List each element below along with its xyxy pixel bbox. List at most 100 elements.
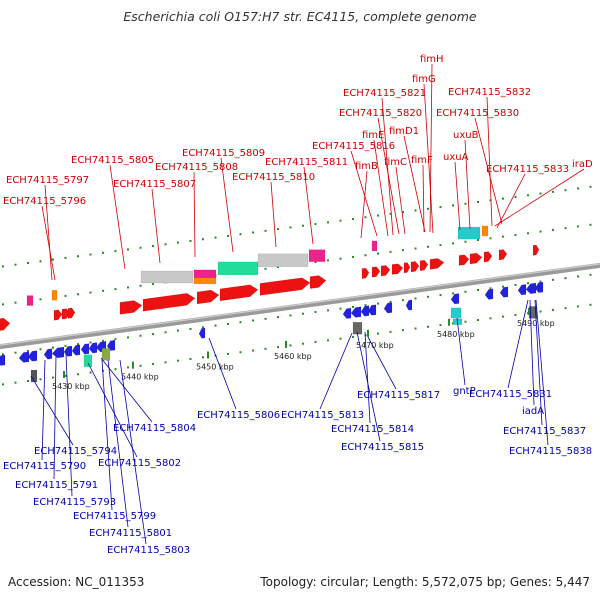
lower-gene-label[interactable]: ECH74115_5837	[503, 426, 586, 437]
reverse-gene[interactable]	[51, 346, 65, 359]
reverse-gene[interactable]	[43, 348, 53, 360]
forward-gene[interactable]	[196, 289, 220, 305]
upper-gene-label[interactable]: fimH	[420, 54, 444, 65]
rna-feature[interactable]	[257, 253, 309, 268]
upper-gene-label[interactable]: fimG	[412, 74, 436, 85]
reverse-gene[interactable]	[534, 281, 544, 293]
forward-gene[interactable]	[67, 307, 76, 319]
upper-gene-label[interactable]: ECH74115_5832	[448, 87, 531, 98]
upper-gene-label[interactable]: ECH74115_5796	[3, 196, 86, 207]
misc-feature[interactable]	[193, 277, 217, 285]
lower-gene-label[interactable]: ECH74115_5794	[34, 446, 117, 457]
reverse-gene[interactable]	[484, 288, 494, 300]
forward-gene[interactable]	[532, 244, 540, 256]
forward-gene[interactable]	[119, 300, 143, 315]
reverse-gene[interactable]	[342, 307, 352, 319]
lower-gene-label[interactable]: ECH74115_5803	[107, 545, 190, 556]
forward-gene[interactable]	[0, 317, 11, 331]
lower-gene-label[interactable]: ECH74115_5814	[331, 424, 414, 435]
misc-feature[interactable]	[83, 354, 93, 367]
upper-gene-label[interactable]: ECH74115_5808	[155, 162, 238, 173]
reverse-gene[interactable]	[499, 286, 509, 298]
misc-feature[interactable]	[450, 307, 462, 319]
reverse-gene[interactable]	[198, 327, 206, 339]
lower-gene-label[interactable]: ECH74115_5838	[509, 446, 592, 457]
lower-gene-label[interactable]: ECH74115_5802	[98, 458, 181, 469]
misc-feature[interactable]	[101, 348, 111, 361]
lower-gene-label[interactable]: ECH74115_5817	[357, 390, 440, 401]
forward-gene[interactable]	[309, 275, 327, 289]
upper-gene-label[interactable]: fimB	[355, 161, 378, 172]
lower-gene-label[interactable]: ECH74115_5790	[3, 461, 86, 472]
upper-gene-label[interactable]: ECH74115_5830	[436, 108, 519, 119]
lower-gene-label[interactable]: ECH74115_5793	[33, 497, 116, 508]
forward-gene[interactable]	[391, 263, 404, 275]
upper-gene-label[interactable]: fimE	[362, 130, 384, 141]
lower-gene-label[interactable]: ECH74115_5831	[469, 389, 552, 400]
forward-gene[interactable]	[498, 249, 508, 261]
reverse-gene[interactable]	[517, 284, 527, 296]
forward-gene[interactable]	[429, 258, 445, 270]
lower-gene-label[interactable]: iadA	[522, 406, 544, 417]
upper-gene-label[interactable]: ECH74115_5811	[265, 157, 348, 168]
lower-gene-label[interactable]: ECH74115_5815	[341, 442, 424, 453]
reverse-gene[interactable]	[450, 293, 460, 305]
forward-gene[interactable]	[371, 266, 381, 278]
upper-gene-label[interactable]: ECH74115_5810	[232, 172, 315, 183]
lower-gene-label[interactable]: ECH74115_5801	[89, 528, 172, 539]
upper-gene-label[interactable]: uxuA	[443, 152, 469, 163]
forward-gene[interactable]	[380, 265, 391, 277]
reverse-gene[interactable]	[71, 344, 81, 356]
reverse-gene[interactable]	[63, 345, 73, 357]
upper-gene-label[interactable]: ECH74115_5807	[113, 179, 196, 190]
lower-gene-label[interactable]: ECH74115_5806	[197, 410, 280, 421]
rna-feature[interactable]	[140, 270, 194, 284]
forward-gene[interactable]	[469, 252, 483, 265]
lower-gene-label[interactable]: ECH74115_5791	[15, 480, 98, 491]
misc-feature[interactable]	[481, 225, 489, 237]
forward-gene[interactable]	[53, 309, 63, 321]
misc-feature[interactable]	[457, 226, 481, 240]
pseudo-feature[interactable]	[26, 295, 34, 306]
lower-gene-label[interactable]: gntP	[453, 386, 476, 397]
reverse-gene[interactable]	[367, 304, 377, 316]
upper-gene-label[interactable]: fimD1	[389, 126, 419, 137]
reverse-gene[interactable]	[27, 350, 38, 362]
forward-gene[interactable]	[259, 277, 311, 296]
upper-gene-label[interactable]: iraD	[572, 159, 593, 170]
forward-gene[interactable]	[403, 262, 411, 274]
upper-gene-label[interactable]: fimC	[384, 157, 407, 168]
reverse-gene[interactable]	[405, 299, 413, 311]
pseudo-feature[interactable]	[371, 240, 378, 252]
forward-gene[interactable]	[142, 293, 196, 312]
upper-gene-label[interactable]: fimF	[411, 155, 433, 166]
upper-gene-label[interactable]: uxuB	[453, 130, 479, 141]
lower-gene-label[interactable]: ECH74115_5813	[281, 410, 364, 421]
pseudo-feature[interactable]	[193, 269, 217, 279]
misc-feature[interactable]	[352, 321, 363, 335]
forward-gene[interactable]	[419, 259, 429, 272]
reverse-gene[interactable]	[350, 306, 362, 318]
reverse-gene[interactable]	[525, 282, 537, 295]
lower-gene-label[interactable]: ECH74115_5804	[113, 423, 196, 434]
upper-gene-label[interactable]: ECH74115_5820	[339, 108, 422, 119]
upper-gene-label[interactable]: ECH74115_5816	[312, 141, 395, 152]
upper-gene-label[interactable]: ECH74115_5821	[343, 88, 426, 99]
reverse-gene[interactable]	[18, 351, 30, 363]
upper-gene-label[interactable]: ECH74115_5797	[6, 175, 89, 186]
reverse-gene[interactable]	[88, 342, 98, 354]
upper-gene-label[interactable]: ECH74115_5805	[71, 155, 154, 166]
reverse-gene[interactable]	[0, 354, 6, 366]
reverse-gene[interactable]	[80, 343, 90, 355]
lower-gene-label[interactable]: ECH74115_5799	[73, 511, 156, 522]
forward-gene[interactable]	[219, 284, 259, 302]
misc-feature[interactable]	[51, 290, 58, 301]
forward-gene[interactable]	[361, 267, 370, 279]
upper-gene-label[interactable]: ECH74115_5809	[182, 148, 265, 159]
upper-gene-label[interactable]: ECH74115_5833	[486, 164, 569, 175]
reverse-gene[interactable]	[383, 302, 393, 314]
forward-gene[interactable]	[458, 254, 470, 266]
forward-gene[interactable]	[483, 251, 493, 263]
forward-gene[interactable]	[410, 261, 420, 273]
